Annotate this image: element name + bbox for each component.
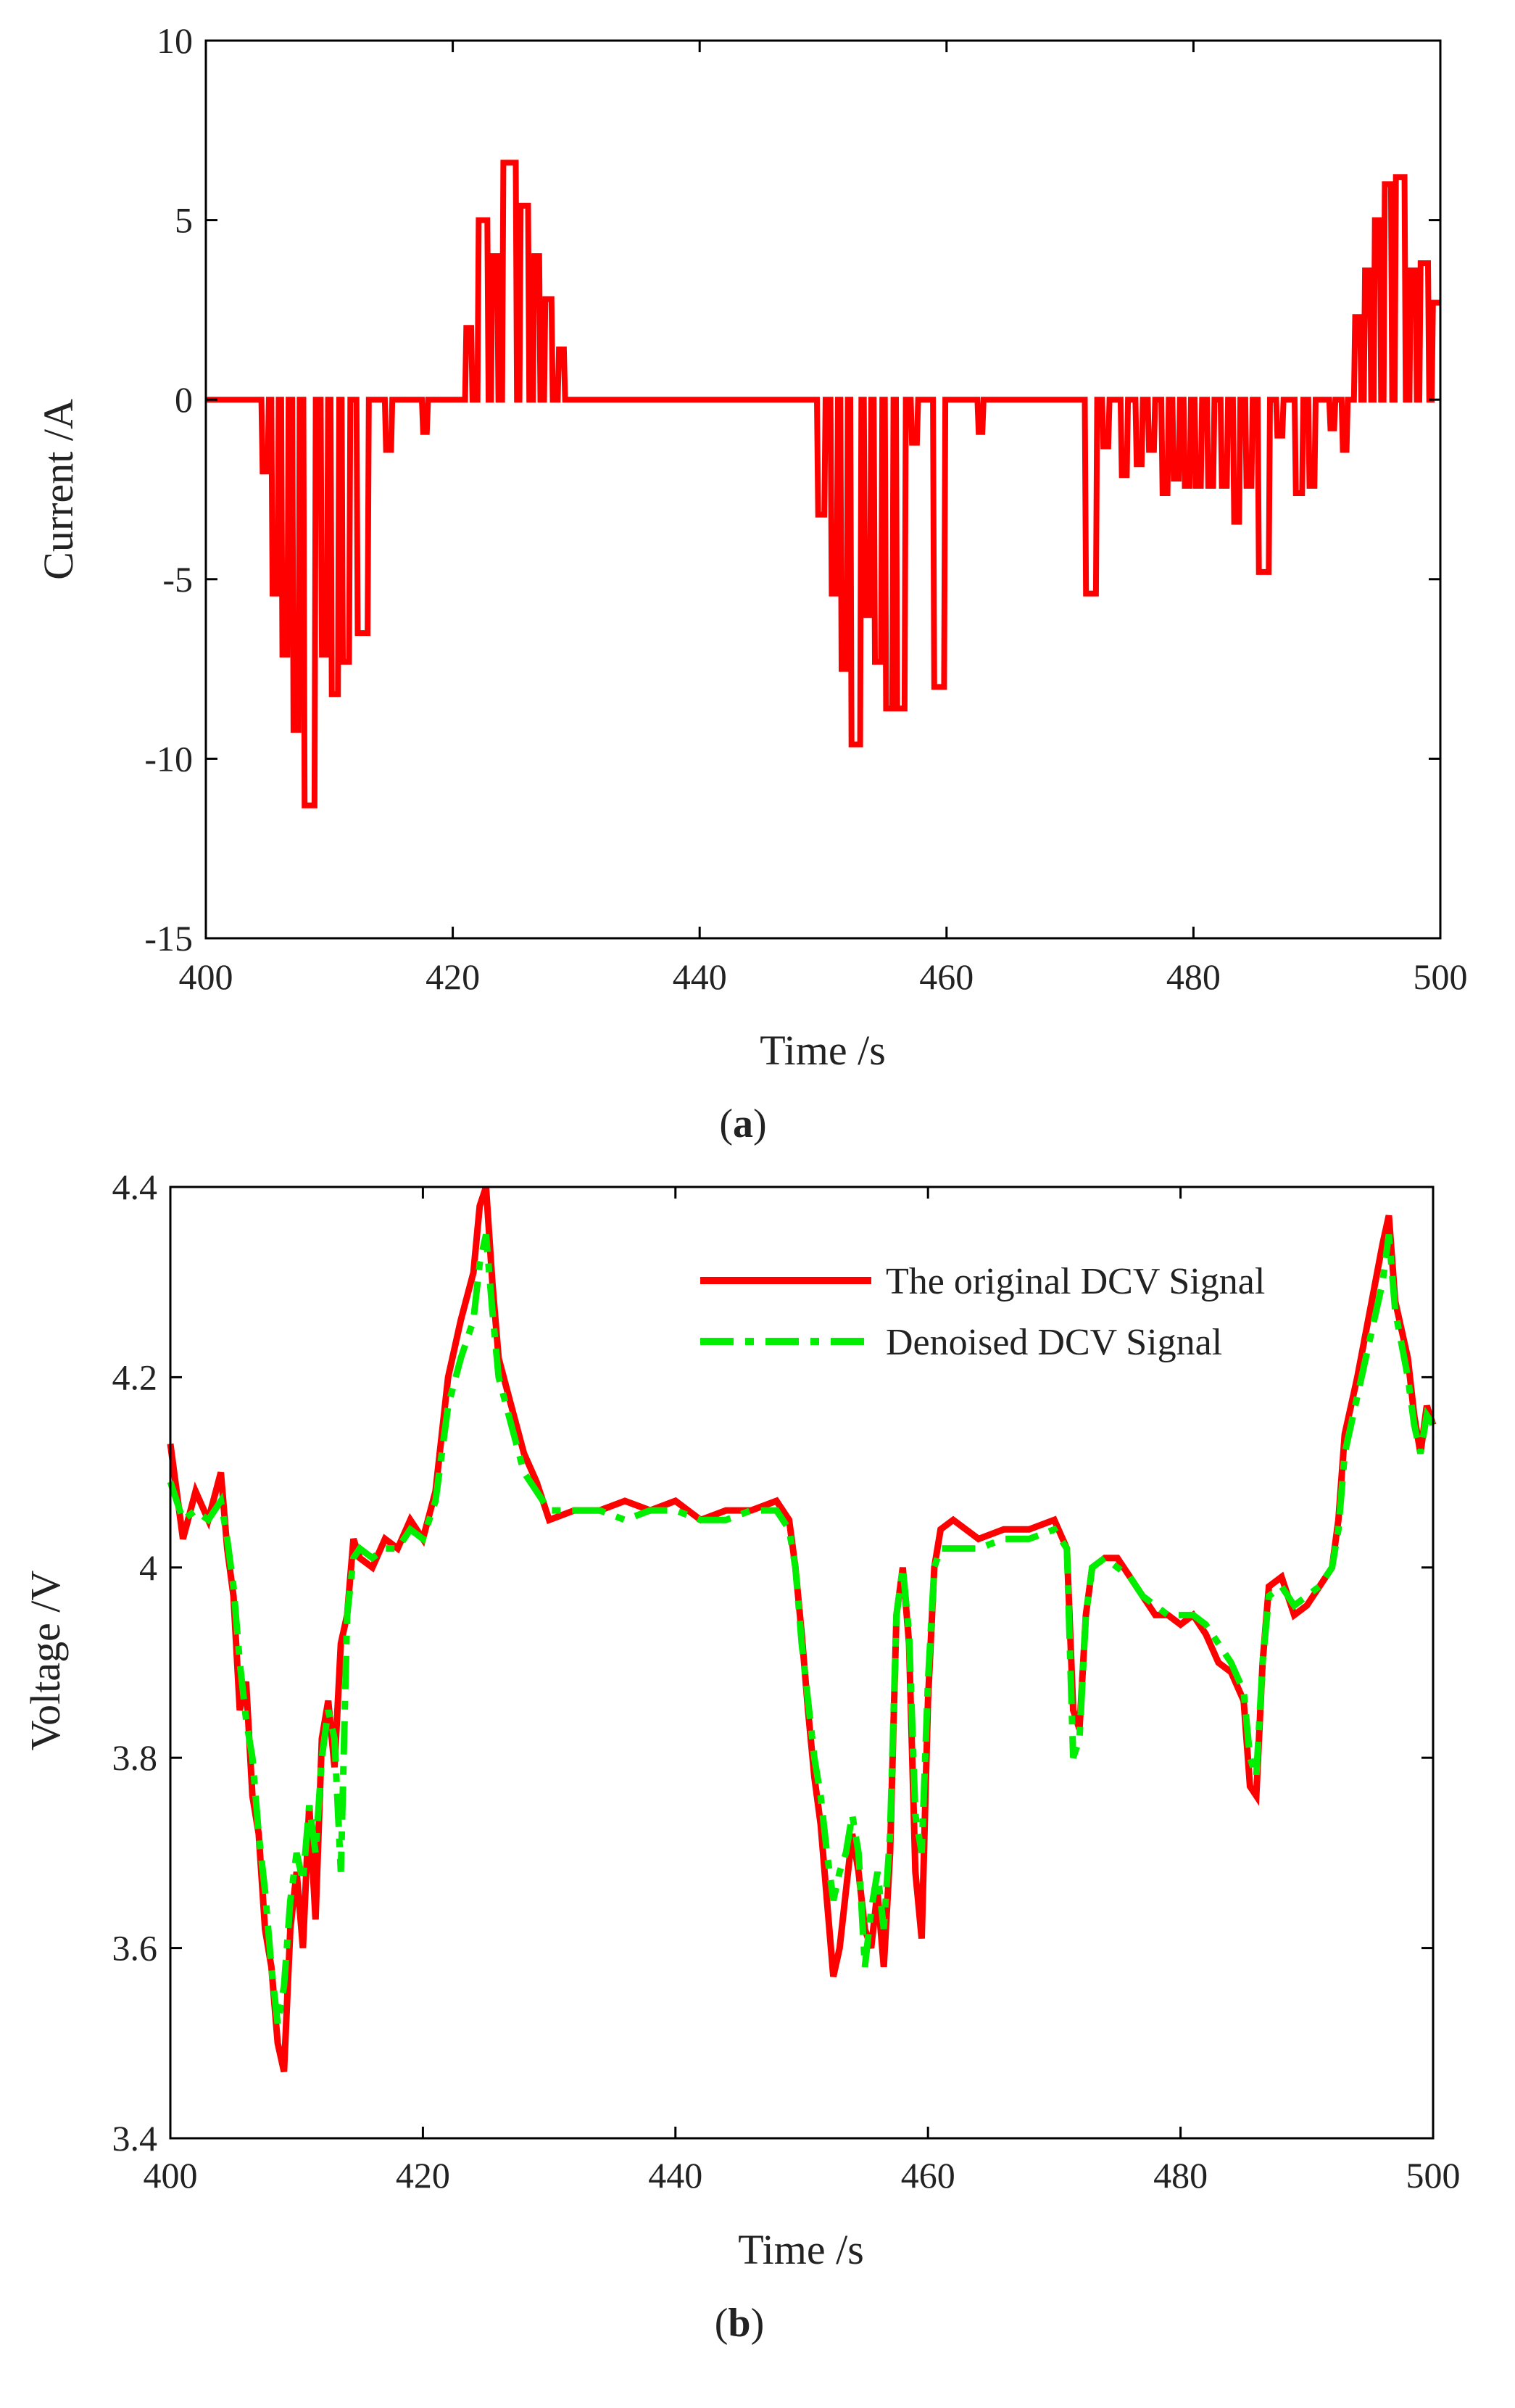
chart-b-ytick-label-5: 4.4 [112, 1167, 158, 1207]
chart-a-xtick-label-4: 480 [1166, 956, 1221, 997]
chart-a-ytick-label-1: -10 [144, 738, 193, 779]
chart-b-xtick-label-5: 500 [1406, 2155, 1461, 2196]
chart-a-series [206, 160, 1440, 808]
chart-a-tick-labels: 400 420 440 460 480 500 -15 -10 -5 0 5 10 [144, 20, 1467, 997]
chart-b-caption-open: ( [715, 2301, 729, 2346]
chart-a-ytick-label-5: 10 [157, 20, 193, 61]
legend-original-label: The original DCV Signal [886, 1261, 1265, 1302]
chart-b-ytick-label-3: 4 [139, 1547, 157, 1588]
chart-b-plot-frame [169, 1186, 1435, 2140]
chart-b-ytick-label-0: 3.4 [112, 2118, 158, 2159]
chart-a: 400 420 440 460 480 500 -15 -10 -5 0 5 10 Time /s C… [35, 20, 1468, 1146]
chart-b-xtick-label-0: 400 [144, 2155, 198, 2196]
chart-a-ytick-label-0: -15 [144, 918, 193, 959]
chart-a-caption-open: ( [719, 1101, 733, 1146]
chart-a-ytick-label-3: 0 [175, 379, 193, 420]
chart-b-tick-labels: 400 420 440 460 480 500 3.4 3.6 3.8 4 4.2 4.4 [112, 1167, 1461, 2196]
chart-a-series-line-0 [206, 160, 1440, 808]
chart-a-xtick-label-2: 440 [673, 956, 727, 997]
chart-b-xtick-label-1: 420 [396, 2155, 450, 2196]
chart-b-series-line-1 [167, 1233, 1436, 2025]
chart-b-ylabel: Voltage /V [22, 1571, 69, 1751]
chart-b-ytick-label-2: 3.8 [112, 1737, 158, 1778]
chart-a-ylabel: Current /A [35, 399, 82, 580]
chart-a-ytick-label-4: 5 [175, 200, 193, 241]
legend-denoised-label: Denoised DCV Signal [886, 1322, 1222, 1363]
chart-b-legend: The original DCV Signal Denoised DCV Sig… [700, 1261, 1265, 1363]
chart-a-xtick-label-1: 420 [426, 956, 480, 997]
chart-b-caption-letter: b [728, 2301, 750, 2346]
chart-a-xtick-label-5: 500 [1414, 956, 1468, 997]
chart-b-ytick-label-4: 4.2 [112, 1357, 158, 1397]
chart-b-ticks [169, 1186, 1435, 2140]
chart-b-series [167, 1186, 1437, 2073]
chart-a-caption-close: ) [753, 1101, 767, 1146]
chart-b-xtick-label-2: 440 [648, 2155, 702, 2196]
chart-b: 400 420 440 460 480 500 3.4 3.6 3.8 4 4.2 4.4 The o… [22, 1167, 1461, 2346]
chart-b-xtick-label-4: 480 [1153, 2155, 1208, 2196]
chart-b-caption: (b) [715, 2301, 764, 2346]
chart-a-xlabel: Time /s [760, 1027, 886, 1074]
chart-a-caption: (a) [719, 1101, 766, 1146]
chart-b-xtick-label-3: 460 [901, 2155, 955, 2196]
chart-b-caption-close: ) [751, 2301, 765, 2346]
chart-a-xtick-label-0: 400 [179, 956, 233, 997]
chart-a-ticks [204, 39, 1442, 940]
chart-b-xlabel: Time /s [738, 2226, 864, 2273]
chart-a-ytick-label-2: -5 [162, 559, 193, 600]
chart-a-caption-letter: a [733, 1101, 753, 1146]
chart-b-ytick-label-1: 3.6 [112, 1928, 158, 1969]
chart-a-xtick-label-3: 460 [919, 956, 974, 997]
chart-a-plot-frame [204, 39, 1442, 940]
